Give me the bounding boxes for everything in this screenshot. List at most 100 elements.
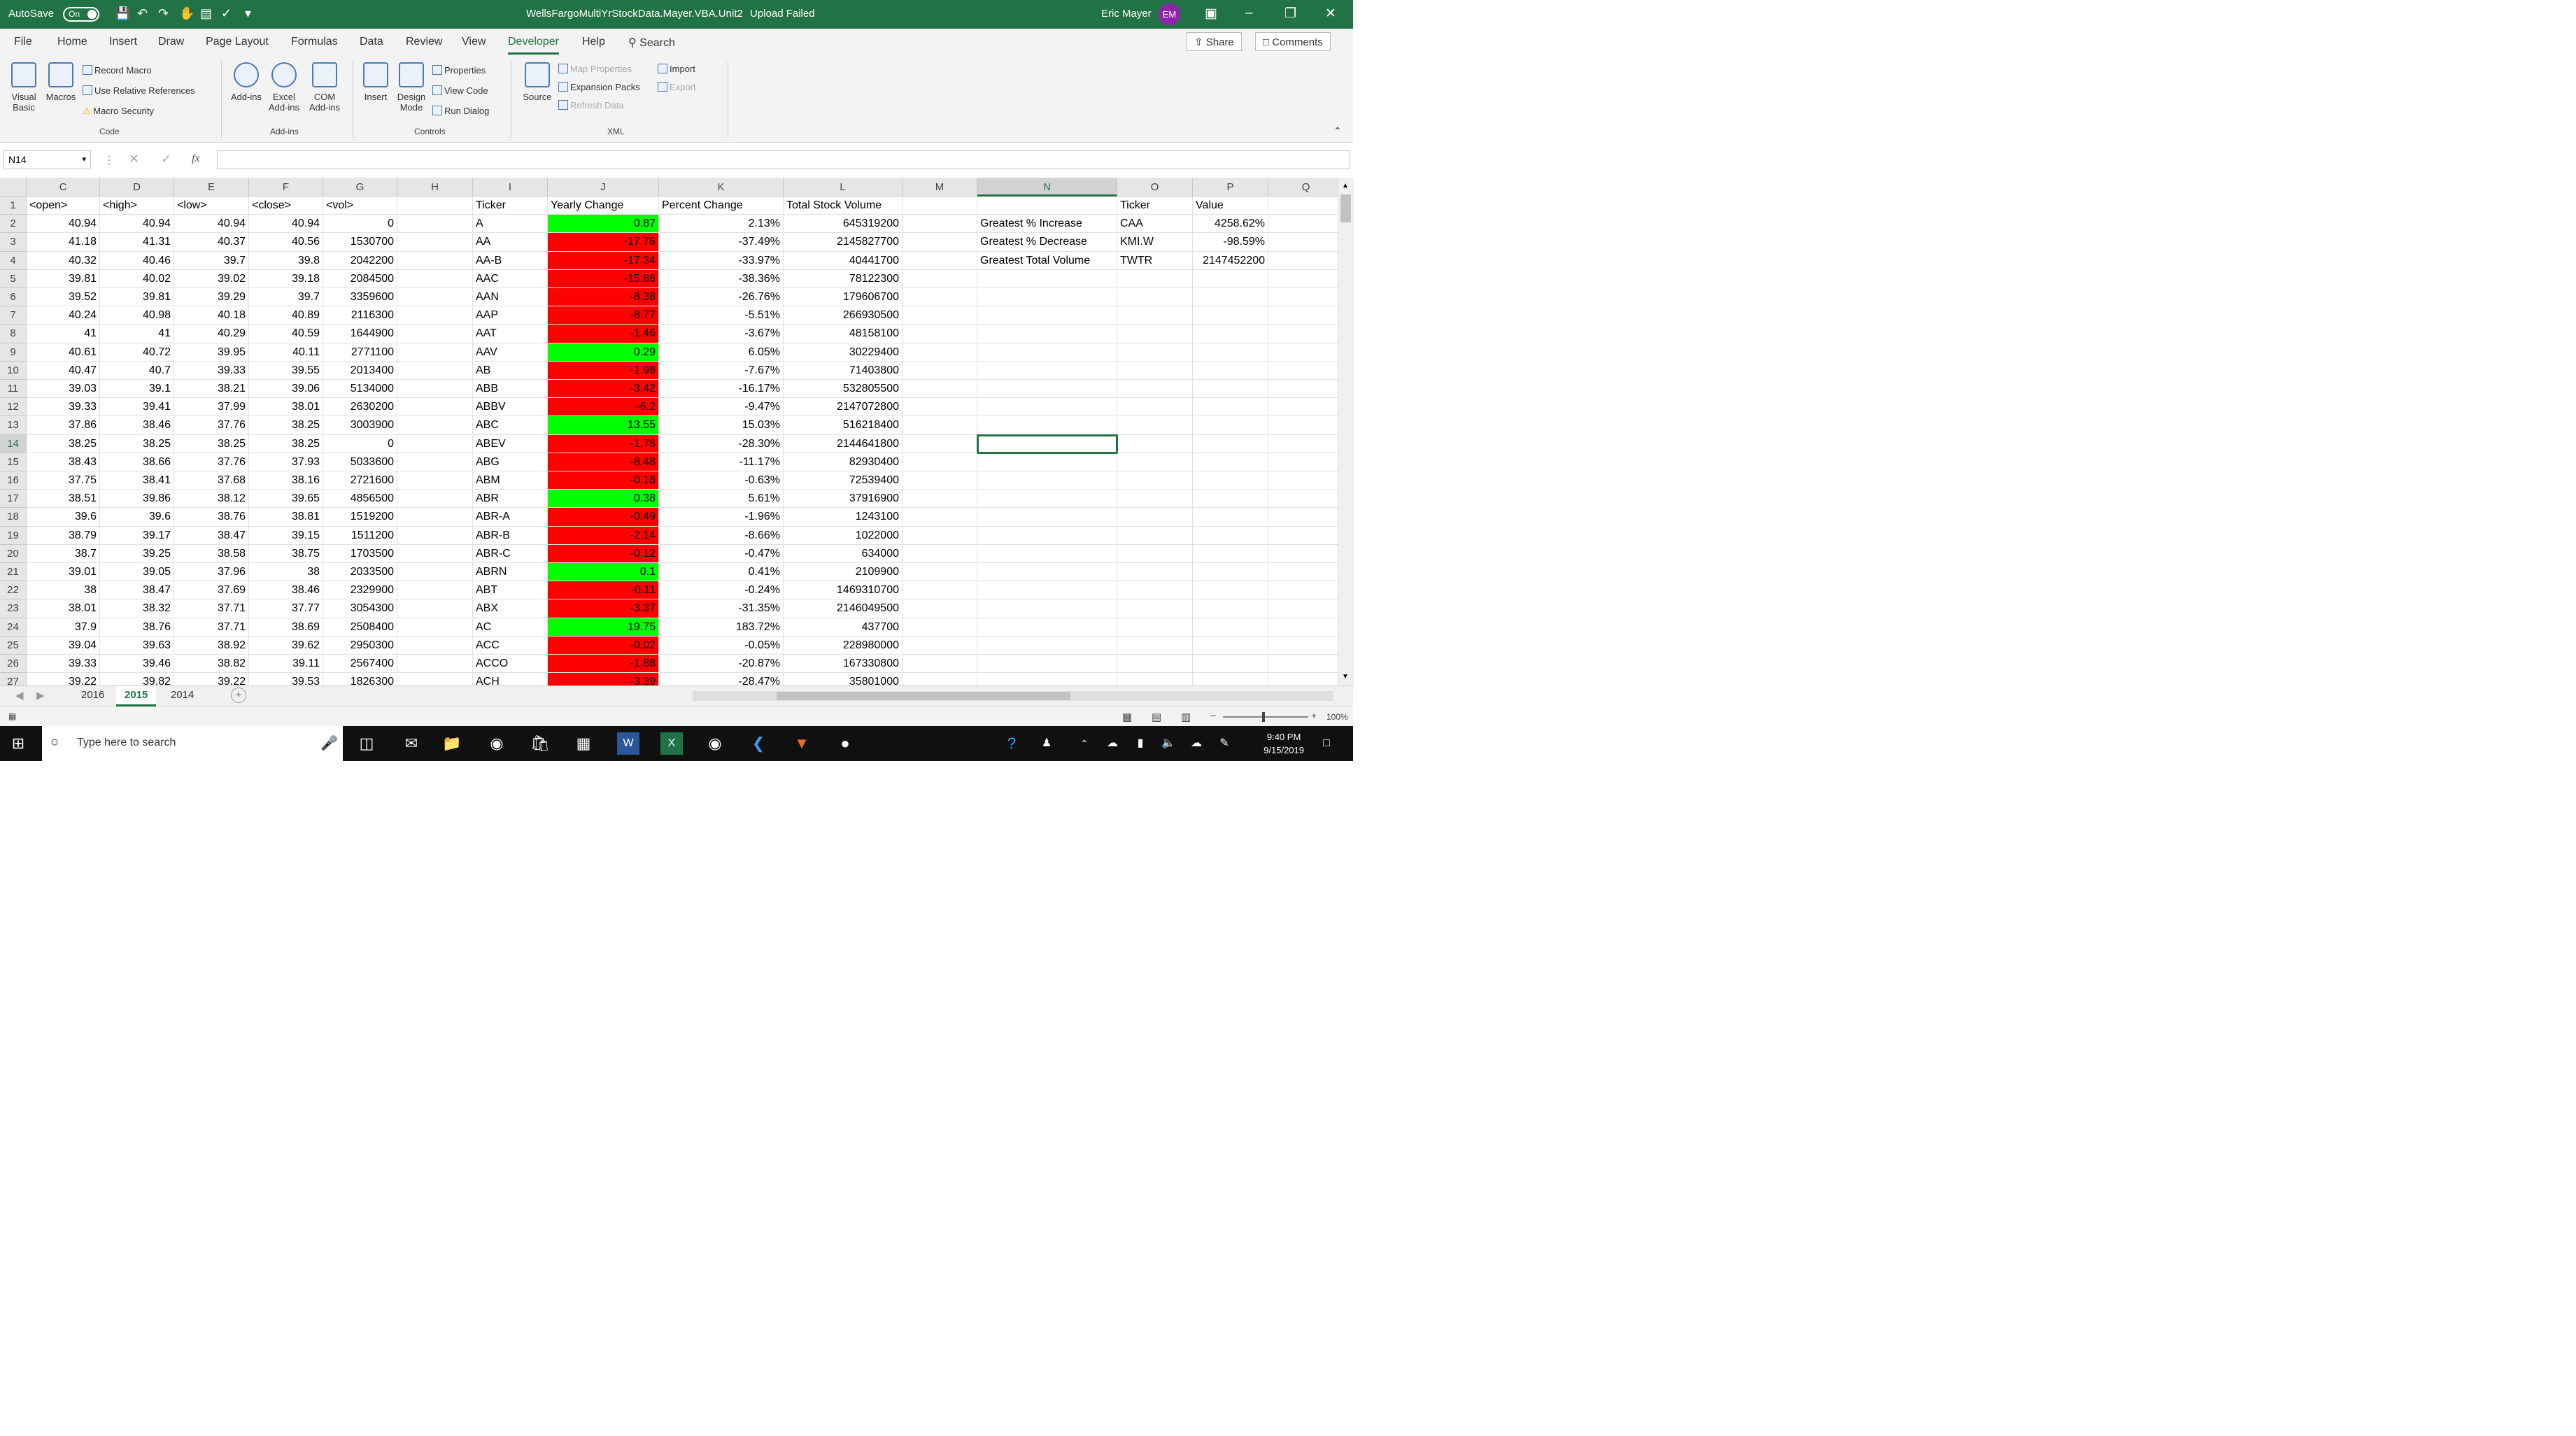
cell-k17[interactable]: 5.61%: [659, 490, 784, 509]
cell-h20[interactable]: [397, 544, 473, 563]
cell-g13[interactable]: 3003900: [323, 416, 397, 435]
cell-n1[interactable]: [977, 197, 1117, 215]
cell-k25[interactable]: -0.05%: [659, 636, 784, 655]
cell-g23[interactable]: 3054300: [323, 599, 397, 618]
row-header-12[interactable]: 12: [0, 398, 27, 417]
tab-data[interactable]: Data: [360, 36, 383, 48]
cell-e23[interactable]: 37.71: [174, 599, 249, 618]
cell-e20[interactable]: 38.58: [174, 544, 249, 563]
column-header-l[interactable]: L: [784, 178, 903, 197]
cell-l19[interactable]: 1022000: [784, 526, 903, 545]
cell-m6[interactable]: [903, 288, 977, 307]
column-header-k[interactable]: K: [659, 178, 784, 197]
cell-q22[interactable]: [1268, 581, 1338, 600]
cell-j20[interactable]: -0.12: [548, 544, 659, 563]
cell-e10[interactable]: 39.33: [174, 361, 249, 380]
cell-o22[interactable]: [1117, 581, 1193, 600]
visual-basic-button[interactable]: Visual Basic: [4, 62, 43, 113]
cell-k4[interactable]: -33.97%: [659, 251, 784, 270]
column-header-n[interactable]: N: [977, 178, 1117, 197]
cell-j24[interactable]: 19.75: [548, 618, 659, 637]
cell-q16[interactable]: [1268, 471, 1338, 490]
cell-d4[interactable]: 40.46: [100, 251, 174, 270]
cell-g17[interactable]: 4856500: [323, 490, 397, 509]
cell-d25[interactable]: 39.63: [100, 636, 174, 655]
cell-p23[interactable]: [1193, 599, 1268, 618]
cell-j10[interactable]: -1.98: [548, 361, 659, 380]
cell-e16[interactable]: 37.68: [174, 471, 249, 490]
row-header-17[interactable]: 17: [0, 490, 27, 509]
xml-source-button[interactable]: Source: [518, 62, 557, 102]
tab-home[interactable]: Home: [57, 36, 87, 48]
cell-e19[interactable]: 38.47: [174, 526, 249, 545]
cell-e27[interactable]: 39.22: [174, 673, 249, 685]
cell-f25[interactable]: 39.62: [249, 636, 323, 655]
cell-g14[interactable]: 0: [323, 434, 397, 453]
cell-o17[interactable]: [1117, 490, 1193, 509]
cell-q23[interactable]: [1268, 599, 1338, 618]
restore-icon[interactable]: ❐: [1285, 6, 1297, 21]
cell-g12[interactable]: 2630200: [323, 398, 397, 417]
cell-p26[interactable]: [1193, 655, 1268, 674]
cell-m15[interactable]: [903, 453, 977, 471]
cell-p5[interactable]: [1193, 269, 1268, 288]
cell-o14[interactable]: [1117, 434, 1193, 453]
cell-f22[interactable]: 38.46: [249, 581, 323, 600]
cell-f7[interactable]: 40.89: [249, 306, 323, 325]
collapse-ribbon-icon[interactable]: ⌃: [1333, 125, 1342, 136]
cell-e8[interactable]: 40.29: [174, 325, 249, 343]
cell-k6[interactable]: -26.76%: [659, 288, 784, 307]
sheet-tab-2014[interactable]: 2014: [171, 689, 194, 701]
cell-q15[interactable]: [1268, 453, 1338, 471]
cell-h21[interactable]: [397, 563, 473, 582]
vscode-icon[interactable]: ❮: [751, 734, 765, 752]
row-header-7[interactable]: 7: [0, 306, 27, 325]
cell-q6[interactable]: [1268, 288, 1338, 307]
chrome-icon[interactable]: ◉: [490, 734, 504, 752]
excel-add-ins-button[interactable]: Excel Add-ins: [264, 62, 304, 113]
record-macro-button[interactable]: Record Macro: [83, 65, 152, 76]
cell-k11[interactable]: -16.17%: [659, 380, 784, 399]
cell-p11[interactable]: [1193, 380, 1268, 399]
customize-quick-access-icon[interactable]: ▾: [245, 6, 252, 20]
cell-j26[interactable]: -1.88: [548, 655, 659, 674]
cell-g9[interactable]: 2771100: [323, 343, 397, 362]
row-header-4[interactable]: 4: [0, 251, 27, 270]
cell-l9[interactable]: 30229400: [784, 343, 903, 362]
cell-e7[interactable]: 40.18: [174, 306, 249, 325]
cell-f18[interactable]: 38.81: [249, 508, 323, 527]
column-header-q[interactable]: Q: [1268, 178, 1338, 197]
cell-i17[interactable]: ABR: [473, 490, 548, 509]
cell-i8[interactable]: AAT: [473, 325, 548, 343]
cell-h24[interactable]: [397, 618, 473, 637]
cell-h9[interactable]: [397, 343, 473, 362]
cell-m25[interactable]: [903, 636, 977, 655]
row-header-22[interactable]: 22: [0, 581, 27, 600]
cell-o2[interactable]: CAA: [1117, 215, 1193, 234]
cell-m12[interactable]: [903, 398, 977, 417]
cell-i16[interactable]: ABM: [473, 471, 548, 490]
cell-j21[interactable]: 0.1: [548, 563, 659, 582]
row-header-24[interactable]: 24: [0, 618, 27, 637]
cell-g3[interactable]: 1530700: [323, 233, 397, 252]
cell-o9[interactable]: [1117, 343, 1193, 362]
people-icon[interactable]: ♟: [1041, 737, 1052, 749]
cell-h11[interactable]: [397, 380, 473, 399]
column-header-d[interactable]: D: [100, 178, 174, 197]
cell-l8[interactable]: 48158100: [784, 325, 903, 343]
cell-k8[interactable]: -3.67%: [659, 325, 784, 343]
cell-n19[interactable]: [977, 526, 1117, 545]
row-header-8[interactable]: 8: [0, 325, 27, 343]
cell-h5[interactable]: [397, 269, 473, 288]
cell-p19[interactable]: [1193, 526, 1268, 545]
cell-i13[interactable]: ABC: [473, 416, 548, 435]
calculator-icon[interactable]: ▦: [576, 734, 591, 752]
cell-n6[interactable]: [977, 288, 1117, 307]
row-header-11[interactable]: 11: [0, 380, 27, 399]
zoom-slider-thumb[interactable]: [1262, 712, 1265, 722]
cell-m24[interactable]: [903, 618, 977, 637]
header-cell-i[interactable]: Ticker: [473, 197, 548, 215]
cell-o8[interactable]: [1117, 325, 1193, 343]
cell-i18[interactable]: ABR-A: [473, 508, 548, 527]
cell-e18[interactable]: 38.76: [174, 508, 249, 527]
